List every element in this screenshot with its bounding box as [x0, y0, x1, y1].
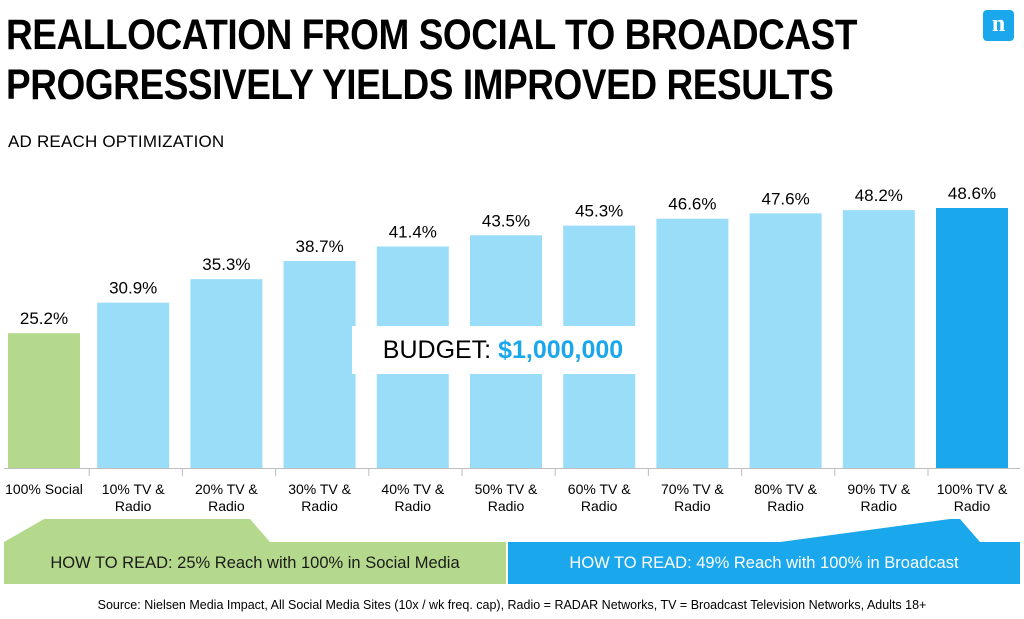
category-label-0-0: 100% Social [5, 481, 83, 497]
bar-3 [283, 260, 356, 468]
budget-label: BUDGET: $1,000,000 [352, 326, 654, 374]
budget-amount: $1,000,000 [498, 336, 624, 364]
title-line-2: PROGRESSIVELY YIELDS IMPROVED RESULTS [6, 61, 834, 109]
how-to-read-broadcast: HOW TO READ: 49% Reach with 100% in Broa… [508, 542, 1020, 584]
category-label-5-1: Radio [488, 498, 525, 514]
bar-7 [656, 218, 729, 468]
value-label-7: 46.6% [668, 195, 716, 214]
how-to-read-social: HOW TO READ: 25% Reach with 100% in Soci… [4, 542, 506, 584]
value-label-4: 41.4% [389, 223, 437, 242]
category-label-10-0: 100% TV & [937, 481, 1008, 497]
bar-1 [97, 302, 170, 468]
category-label-6-0: 60% TV & [568, 481, 631, 497]
category-label-1-1: Radio [115, 498, 152, 514]
value-label-1: 30.9% [109, 279, 157, 298]
value-label-3: 38.7% [295, 237, 343, 256]
category-label-10-1: Radio [954, 498, 991, 514]
category-label-9-0: 90% TV & [847, 481, 910, 497]
value-label-2: 35.3% [202, 255, 250, 274]
category-label-2-1: Radio [208, 498, 245, 514]
value-label-9: 48.2% [855, 186, 903, 205]
category-label-9-1: Radio [861, 498, 898, 514]
title-line-1: REALLOCATION FROM SOCIAL TO BROADCAST [6, 11, 858, 59]
value-label-0: 25.2% [20, 309, 68, 328]
value-label-6: 45.3% [575, 202, 623, 221]
category-label-8-1: Radio [767, 498, 804, 514]
category-label-7-0: 70% TV & [661, 481, 724, 497]
page-title: REALLOCATION FROM SOCIAL TO BROADCAST PR… [6, 10, 857, 110]
bar-8 [749, 213, 822, 468]
nielsen-logo-icon: n [983, 10, 1014, 41]
value-label-5: 43.5% [482, 211, 530, 230]
category-label-6-1: Radio [581, 498, 618, 514]
category-label-4-1: Radio [395, 498, 432, 514]
value-label-10: 48.6% [948, 184, 996, 203]
value-label-8: 47.6% [761, 189, 809, 208]
callout-pointer-left [4, 519, 270, 542]
category-label-3-0: 30% TV & [288, 481, 351, 497]
chart-subtitle: AD REACH OPTIMIZATION [8, 132, 225, 151]
category-label-2-0: 20% TV & [195, 481, 258, 497]
bar-9 [842, 210, 915, 468]
category-label-3-1: Radio [301, 498, 338, 514]
category-label-4-0: 40% TV & [381, 481, 444, 497]
source-note: Source: Nielsen Media Impact, All Social… [97, 598, 927, 612]
bar-0 [8, 333, 80, 468]
category-label-7-1: Radio [674, 498, 711, 514]
bar-10 [936, 207, 1008, 469]
category-label-8-0: 80% TV & [754, 481, 817, 497]
category-label-5-0: 50% TV & [475, 481, 538, 497]
budget-prefix: BUDGET: [382, 336, 492, 364]
category-label-1-0: 10% TV & [102, 481, 165, 497]
bar-2 [190, 279, 263, 468]
callout-pointer-right [780, 519, 980, 542]
